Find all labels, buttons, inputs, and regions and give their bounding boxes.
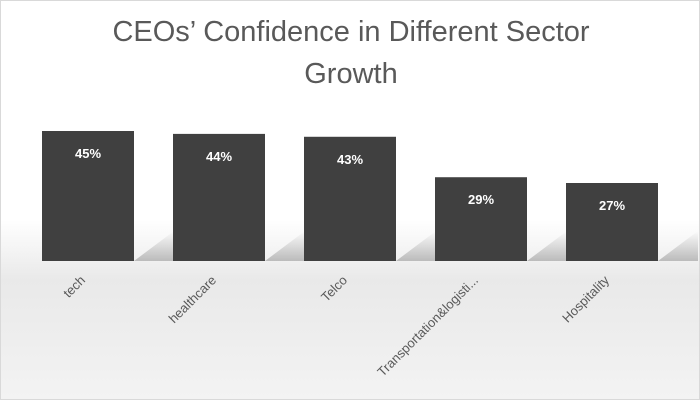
category-label-4: Hospitality — [559, 272, 612, 325]
x-axis-labels: tech healthcare Telco Transportation&logist… — [60, 272, 612, 379]
bar-shadow — [134, 231, 174, 261]
bar-2 — [304, 136, 396, 261]
data-label-4: 27% — [599, 198, 625, 213]
category-label-0: tech — [60, 273, 88, 301]
data-label-3: 29% — [468, 192, 494, 207]
bar-4 — [566, 183, 658, 261]
bar-shadows — [134, 231, 698, 261]
data-label-2: 43% — [337, 152, 363, 167]
data-label-0: 45% — [75, 146, 101, 161]
data-label-1: 44% — [206, 149, 232, 164]
bar-shadow — [265, 231, 305, 261]
bar-shadow — [527, 231, 567, 261]
bar-0 — [42, 131, 134, 261]
chart-title-line-1: CEOs’ Confidence in Different Sector — [112, 16, 589, 48]
category-label-3: Transportation&logisti... — [374, 273, 481, 380]
bar-series — [42, 131, 658, 261]
bar-3 — [435, 177, 527, 261]
category-label-1: healthcare — [166, 273, 220, 327]
category-label-2: Telco — [318, 273, 350, 305]
data-labels: 45% 44% 43% 29% 27% — [75, 146, 625, 213]
bar-1 — [173, 133, 265, 261]
chart-title-line-2: Growth — [304, 58, 397, 90]
bar-shadow — [396, 231, 436, 261]
bar-shadow — [658, 231, 698, 261]
